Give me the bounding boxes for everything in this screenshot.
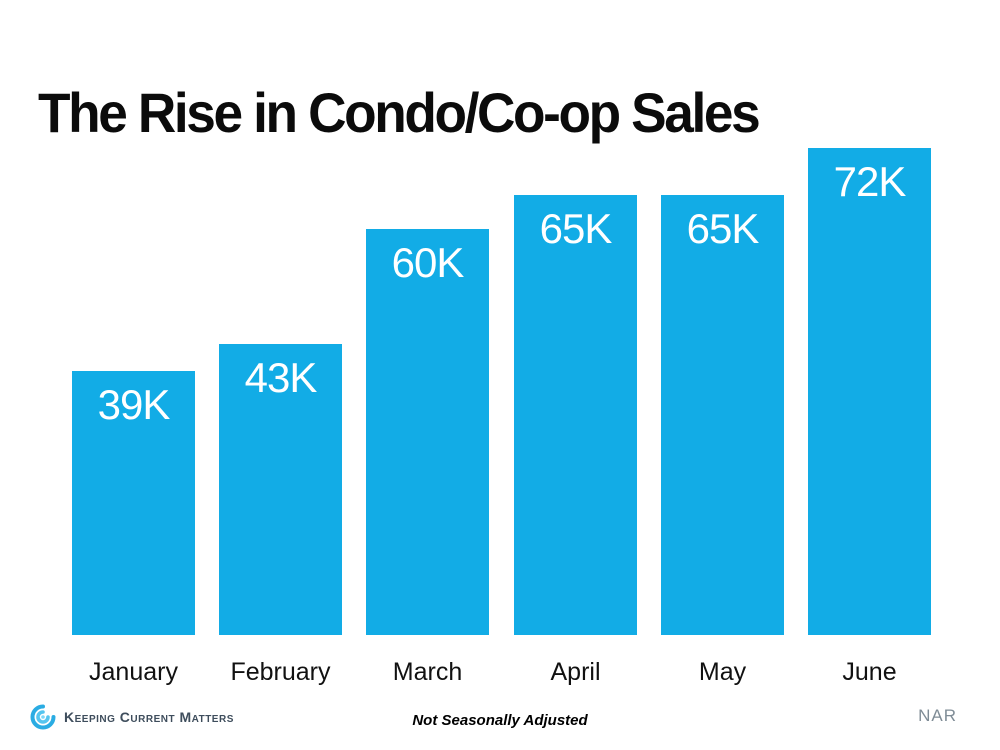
x-axis-label-february: February bbox=[230, 658, 331, 686]
x-axis-label-may: May bbox=[698, 658, 747, 686]
swirl-logo-icon bbox=[30, 704, 56, 730]
bar-value-label: 39K bbox=[97, 381, 171, 428]
bar-may: 65K bbox=[661, 195, 784, 635]
bar-june: 72K bbox=[808, 148, 931, 635]
bar-march: 60K bbox=[366, 229, 489, 635]
brand-logo-text: Keeping Current Matters bbox=[64, 709, 234, 725]
bar-january: 39K bbox=[72, 371, 195, 635]
bar-chart: 39K 43K 60K 65K 65K 72K bbox=[72, 145, 938, 635]
bar-value-label: 65K bbox=[686, 205, 760, 252]
x-axis-label-march: March bbox=[392, 658, 463, 686]
bar-february: 43K bbox=[219, 344, 342, 635]
x-axis: January February March April May June bbox=[72, 658, 938, 690]
x-axis-label-june: June bbox=[842, 658, 897, 686]
x-axis-label-january: January bbox=[89, 658, 178, 686]
bar-value-label: 72K bbox=[833, 158, 907, 205]
bar-april: 65K bbox=[514, 195, 637, 635]
bar-value-label: 60K bbox=[391, 239, 465, 286]
brand-logo: Keeping Current Matters bbox=[30, 704, 234, 730]
bar-value-label: 43K bbox=[244, 354, 318, 401]
bar-value-label: 65K bbox=[539, 205, 613, 252]
x-axis-label-april: April bbox=[550, 658, 601, 686]
chart-footnote: Not Seasonally Adjusted bbox=[412, 712, 588, 729]
page-title: The Rise in Condo/Co-op Sales bbox=[38, 80, 761, 144]
source-attribution: NAR bbox=[918, 706, 957, 725]
